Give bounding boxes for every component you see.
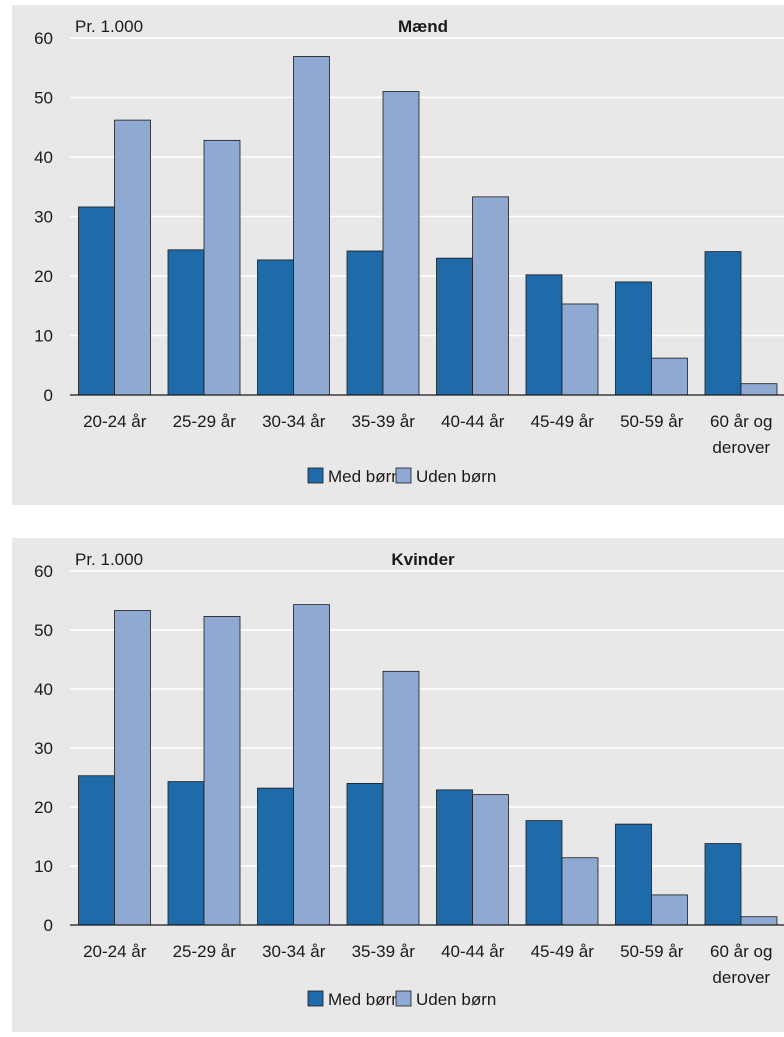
bar-uden-boern (472, 794, 509, 926)
legend-swatch (395, 990, 412, 1007)
bar-uden-boern (114, 610, 151, 926)
bar-med-boern (346, 782, 384, 926)
legend-swatch (307, 467, 324, 484)
x-tick-label: 25-29 år (173, 942, 237, 961)
x-tick-label: 35-39 år (352, 942, 416, 961)
bar-uden-boern (293, 56, 330, 396)
x-tick-label: 30-34 år (262, 412, 326, 431)
bar-uden-boern (740, 383, 778, 396)
legend-label: Med børn (328, 467, 401, 486)
x-tick-label: 50-59 år (620, 942, 684, 961)
x-tick-label: 25-29 år (173, 412, 237, 431)
bar-med-boern (436, 789, 473, 926)
bar-uden-boern (740, 916, 778, 926)
chart-title: Kvinder (391, 550, 455, 569)
legend-label: Uden børn (416, 990, 496, 1009)
x-tick-label: 60 år og (710, 412, 772, 431)
legend-swatch (307, 990, 324, 1007)
x-tick-label: 60 år og (710, 942, 772, 961)
bar-uden-boern (561, 303, 599, 396)
y-tick-label: 40 (34, 148, 53, 167)
x-tick-label: 45-49 år (531, 412, 595, 431)
y-tick-label: 40 (34, 680, 53, 699)
bar-med-boern (615, 823, 652, 926)
chart-panel-maend: 0 10 20 30 40 50 60 20-24 år 25-29 år 30-34 år 35-… (12, 5, 784, 505)
bar-med-boern (704, 843, 742, 926)
bar-uden-boern (472, 196, 509, 396)
y-tick-label: 20 (34, 267, 53, 286)
bar-uden-boern (203, 139, 241, 396)
bar-med-boern (78, 775, 115, 926)
bar-uden-boern (293, 604, 330, 926)
bar-uden-boern (203, 616, 241, 926)
bar-med-boern (615, 281, 652, 396)
y-tick-label: 0 (44, 386, 53, 405)
y-tick-label: 10 (34, 327, 53, 346)
bar-med-boern (704, 251, 742, 396)
bar-uden-boern (651, 894, 688, 926)
y-tick-label: 60 (34, 29, 53, 48)
bar-uden-boern (114, 119, 151, 396)
x-tick-label: 20-24 år (83, 412, 147, 431)
bar-uden-boern (651, 357, 688, 396)
y-tick-label: 30 (34, 739, 53, 758)
x-tick-label: 35-39 år (352, 412, 416, 431)
bar-med-boern (167, 781, 205, 926)
x-tick-label: derover (712, 438, 770, 457)
y-unit-label: Pr. 1.000 (75, 550, 143, 569)
legend-label: Med børn (328, 990, 401, 1009)
bar-med-boern (346, 250, 384, 396)
x-tick-label: 30-34 år (262, 942, 326, 961)
x-tick-label: 40-44 år (441, 412, 505, 431)
bar-uden-boern (382, 670, 420, 926)
bar-med-boern (257, 787, 294, 926)
y-tick-label: 0 (44, 916, 53, 935)
chart-panel-kvinder: 0 10 20 30 40 50 60 20-24 år 25-29 år 30-34 år 35-… (12, 538, 784, 1032)
bar-uden-boern (382, 91, 420, 396)
y-tick-label: 20 (34, 798, 53, 817)
bar-med-boern (167, 249, 205, 396)
y-tick-label: 50 (34, 621, 53, 640)
legend-label: Uden børn (416, 467, 496, 486)
y-tick-label: 60 (34, 562, 53, 581)
x-tick-label: 50-59 år (620, 412, 684, 431)
x-tick-label: 45-49 år (531, 942, 595, 961)
bar-med-boern (436, 257, 473, 396)
bar-med-boern (257, 259, 294, 396)
chart-title: Mænd (398, 17, 448, 36)
x-tick-label: 40-44 år (441, 942, 505, 961)
bar-uden-boern (561, 857, 599, 926)
y-tick-label: 30 (34, 208, 53, 227)
bar-med-boern (525, 820, 563, 926)
x-tick-label: derover (712, 968, 770, 987)
legend-swatch (395, 467, 412, 484)
bar-chart-maend: 0 10 20 30 40 50 60 20-24 år 25-29 år 30-34 år 35-… (34, 17, 784, 486)
y-unit-label: Pr. 1.000 (75, 17, 143, 36)
y-tick-label: 10 (34, 857, 53, 876)
bar-chart-kvinder: 0 10 20 30 40 50 60 20-24 år 25-29 år 30-34 år 35-… (34, 550, 784, 1009)
bar-med-boern (78, 206, 115, 396)
y-tick-label: 50 (34, 89, 53, 108)
bar-med-boern (525, 274, 563, 396)
x-tick-label: 20-24 år (83, 942, 147, 961)
